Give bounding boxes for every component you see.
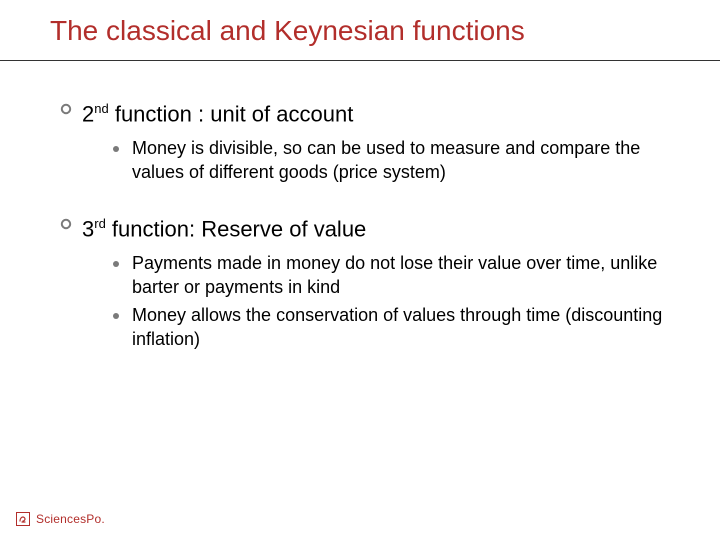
ring-bullet-icon: [60, 210, 82, 238]
level2-text: Money is divisible, so can be used to me…: [132, 136, 678, 184]
level2-text: Money allows the conservation of values …: [132, 303, 678, 351]
footer-logo: SciencesPo.: [16, 512, 105, 526]
level1-text: 2nd function : unit of account: [82, 95, 353, 128]
ordinal-suffix: rd: [94, 216, 106, 231]
bullet-level2: Payments made in money do not lose their…: [112, 251, 678, 299]
heading-rest: function : unit of account: [109, 101, 354, 126]
ordinal-number: 3: [82, 216, 94, 241]
level1-text: 3rd function: Reserve of value: [82, 210, 366, 243]
slide-title: The classical and Keynesian functions: [50, 14, 692, 48]
bullet-level1: 3rd function: Reserve of value: [60, 210, 678, 243]
logo-text: SciencesPo.: [36, 512, 105, 526]
slide-body: 2nd function : unit of account Money is …: [0, 61, 720, 352]
ordinal-number: 2: [82, 101, 94, 126]
logo-icon: [16, 512, 30, 526]
dot-bullet-icon: [112, 303, 132, 327]
level2-group: Payments made in money do not lose their…: [60, 251, 678, 351]
level2-group: Money is divisible, so can be used to me…: [60, 136, 678, 184]
dot-bullet-icon: [112, 136, 132, 160]
ring-bullet-icon: [60, 95, 82, 123]
slide: The classical and Keynesian functions 2n…: [0, 0, 720, 540]
title-block: The classical and Keynesian functions: [0, 0, 720, 56]
bullet-level1: 2nd function : unit of account: [60, 95, 678, 128]
dot-bullet-icon: [112, 251, 132, 275]
level2-text: Payments made in money do not lose their…: [132, 251, 678, 299]
bullet-level2: Money is divisible, so can be used to me…: [112, 136, 678, 184]
bullet-level2: Money allows the conservation of values …: [112, 303, 678, 351]
ordinal-suffix: nd: [94, 101, 108, 116]
heading-rest: function: Reserve of value: [106, 216, 366, 241]
